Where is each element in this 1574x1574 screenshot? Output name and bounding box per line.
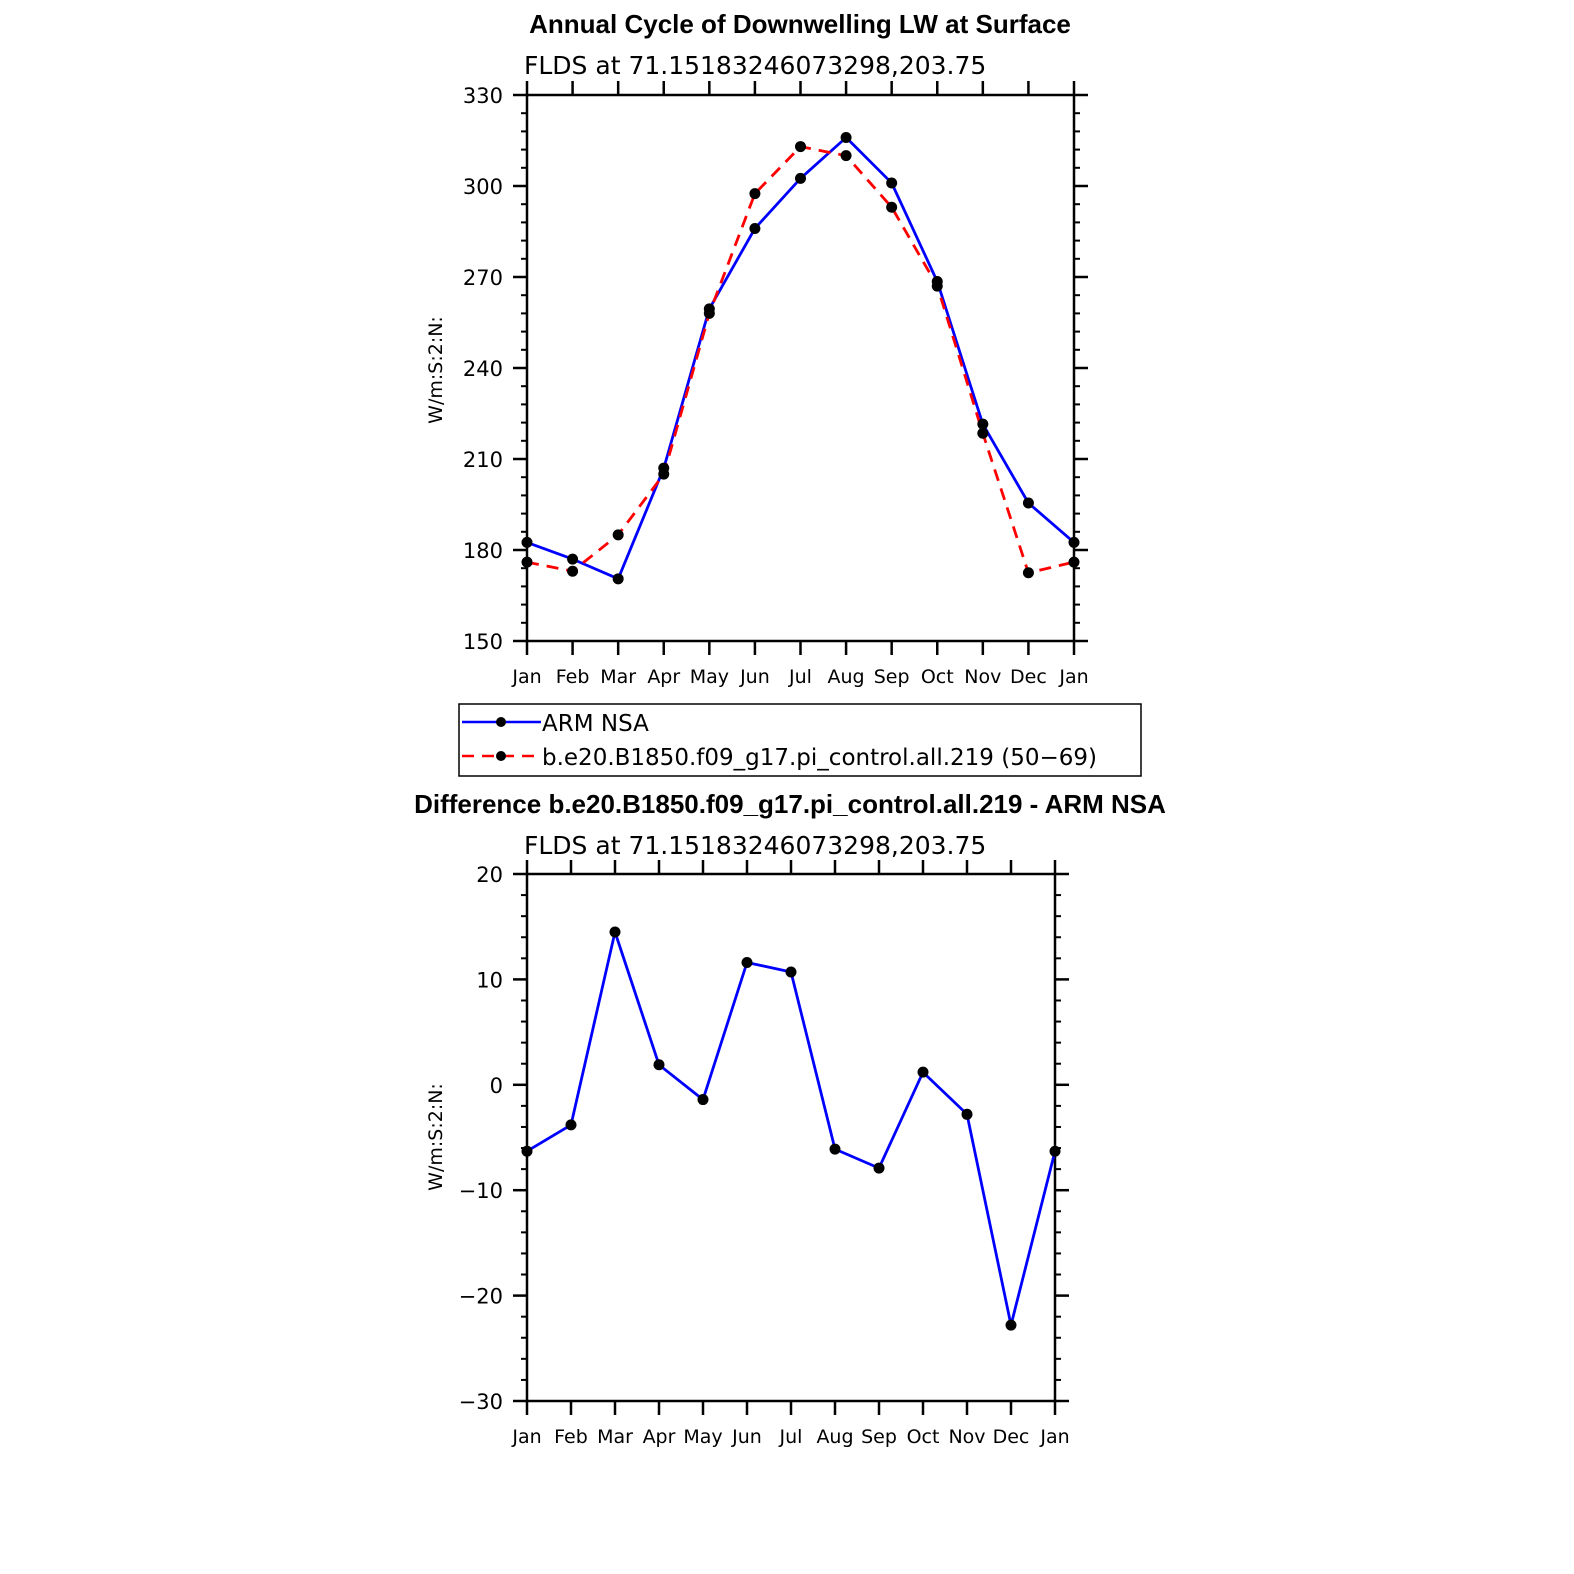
data-point-2-0: [653, 1059, 665, 1071]
x-tick-label: Mar: [597, 1426, 633, 1448]
x-tick-label: Sep: [861, 1426, 897, 1448]
y-tick-label: 0: [490, 1074, 503, 1098]
x-tick-label: Jun: [731, 1426, 762, 1448]
y-tick-label: 240: [463, 357, 503, 381]
data-point-1-0: [886, 177, 898, 189]
data-point-1-1: [749, 188, 761, 200]
y-axis-label-2: W/m:S:2:N:: [425, 1083, 447, 1191]
x-tick-label: Dec: [993, 1426, 1030, 1448]
data-point-1-1: [567, 565, 579, 577]
data-point-1-0: [1068, 536, 1080, 548]
data-point-2-0: [609, 926, 621, 938]
y-axis-label-1: W/m:S:2:N:: [425, 316, 447, 424]
y-tick-label: 10: [476, 968, 503, 992]
x-tick-label: Jun: [739, 666, 770, 688]
y-tick-label: −30: [459, 1390, 503, 1414]
data-point-1-0: [795, 172, 806, 184]
data-point-2-0: [961, 1108, 973, 1120]
data-point-1-0: [840, 131, 852, 143]
data-point-2-0: [829, 1143, 841, 1155]
y-tick-label: 330: [463, 84, 503, 108]
y-tick-label: 150: [463, 630, 503, 654]
x-tick-label: Feb: [556, 666, 590, 688]
x-tick-label: Nov: [964, 666, 1001, 688]
legend-box: [458, 703, 1142, 777]
data-point-1-1: [1068, 556, 1080, 568]
data-point-1-1: [521, 556, 533, 568]
x-tick-label: Sep: [874, 666, 910, 688]
x-tick-label: Oct: [921, 666, 954, 688]
data-point-2-0: [1049, 1145, 1061, 1157]
x-tick-label: Aug: [816, 1426, 853, 1448]
data-point-1-1: [840, 150, 852, 162]
series-line-1-1: [526, 145, 1075, 575]
chart-title-1: Annual Cycle of Downwelling LW at Surfac…: [529, 9, 1071, 39]
legend-marker-arm: [496, 717, 506, 727]
y-tick-label: 210: [463, 448, 503, 472]
legend: ARM NSA b.e20.B1850.f09_g17.pi_control.a…: [458, 703, 1142, 777]
x-tick-label: Jan: [1058, 666, 1088, 688]
y-tick-label: −10: [459, 1179, 503, 1203]
plot-area-1: 150 180 210 240 270 300 330 Jan Feb Mar Apr May Jun J…: [463, 81, 1089, 688]
legend-label-arm: ARM NSA: [542, 711, 649, 737]
x-tick-label: Mar: [600, 666, 636, 688]
plot-area-2: −30 −20 −10 0 10 20 Jan Feb Mar Apr May Jun Jul Aug Se…: [459, 860, 1070, 1448]
data-point-1-1: [977, 427, 989, 439]
plot-frame-2: [525, 872, 1057, 1403]
y-tick-label: 270: [463, 266, 503, 290]
y-tick-label: 180: [463, 539, 503, 563]
data-point-2-0: [697, 1094, 709, 1106]
data-point-1-0: [612, 573, 624, 585]
x-tick-label: Apr: [643, 1426, 676, 1448]
x-tick-label: Jan: [511, 1426, 541, 1448]
data-point-1-1: [795, 141, 806, 153]
x-tick-label: Oct: [907, 1426, 940, 1448]
data-point-2-0: [785, 966, 797, 978]
series-line-2-0: [526, 930, 1057, 1327]
data-point-1-1: [612, 529, 624, 541]
x-tick-label: May: [690, 666, 729, 688]
data-point-2-0: [521, 1145, 533, 1157]
x-tick-label: Nov: [948, 1426, 985, 1448]
legend-marker-model: [496, 751, 506, 761]
legend-label-model: b.e20.B1850.f09_g17.pi_control.all.219 (…: [542, 745, 1097, 771]
x-tick-label: Jul: [788, 666, 812, 688]
y-tick-label: −20: [459, 1285, 503, 1309]
data-point-1-1: [1022, 567, 1034, 579]
series-line-1-0: [526, 136, 1075, 581]
data-point-2-0: [917, 1066, 929, 1078]
x-tick-label: Dec: [1010, 666, 1047, 688]
data-point-1-1: [931, 280, 943, 292]
x-tick-label: Jan: [511, 666, 541, 688]
data-point-2-0: [565, 1119, 577, 1131]
data-point-2-0: [1005, 1319, 1017, 1331]
x-tick-label: Aug: [828, 666, 865, 688]
x-tick-label: Jan: [1039, 1426, 1069, 1448]
chart-subtitle-2: FLDS at 71.15183246073298,203.75: [524, 831, 986, 860]
x-tick-label: Apr: [647, 666, 680, 688]
y-tick-label: 20: [476, 863, 503, 887]
data-point-1-0: [567, 553, 579, 565]
x-tick-label: May: [683, 1426, 722, 1448]
x-tick-label: Jul: [779, 1426, 803, 1448]
data-point-2-0: [741, 957, 753, 969]
data-point-1-1: [658, 468, 670, 480]
data-point-1-0: [749, 222, 761, 234]
chart-subtitle-1: FLDS at 71.15183246073298,203.75: [524, 51, 986, 80]
x-tick-label: Feb: [554, 1426, 588, 1448]
y-tick-label: 300: [463, 175, 503, 199]
data-point-1-0: [1022, 497, 1034, 509]
data-point-1-0: [977, 418, 989, 430]
chart-title-2: Difference b.e20.B1850.f09_g17.pi_contro…: [414, 789, 1166, 819]
data-point-1-1: [703, 307, 715, 319]
data-point-1-1: [886, 201, 898, 213]
data-point-2-0: [873, 1162, 885, 1174]
data-point-1-0: [521, 536, 533, 548]
